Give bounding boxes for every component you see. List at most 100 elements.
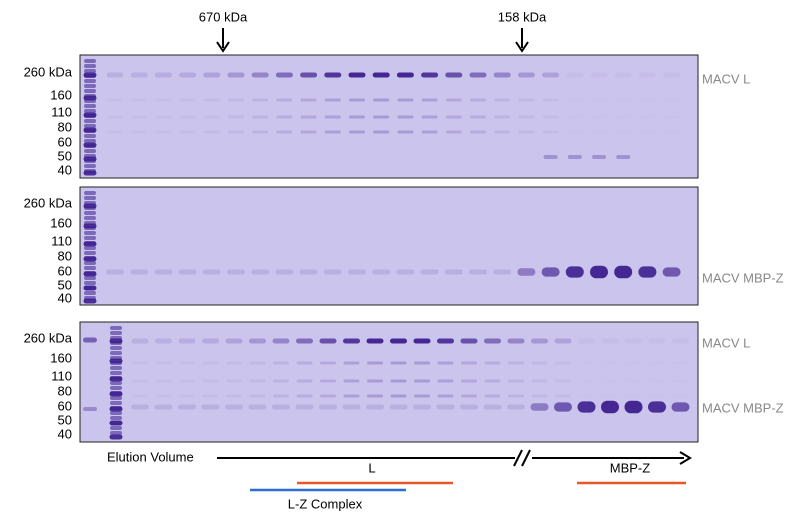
gel-band [84, 246, 96, 250]
gel-band [649, 362, 665, 365]
gel-band [602, 395, 618, 398]
gel-band [420, 269, 439, 275]
gel-band [397, 130, 414, 134]
gel-band [320, 394, 336, 398]
gel-band [106, 72, 124, 78]
gel-band [554, 338, 572, 344]
gel-band [83, 170, 97, 176]
gel-band [484, 379, 501, 383]
gel-band [180, 116, 196, 119]
gel [79, 321, 699, 443]
gel-band [390, 361, 407, 365]
gel-band [227, 72, 245, 78]
gel-band [445, 98, 462, 102]
gel-band [639, 99, 655, 102]
ladder-label: 160 [50, 350, 72, 365]
gel-band [83, 223, 97, 229]
gel-band [372, 269, 391, 275]
gel-band [83, 142, 97, 148]
gel-band [203, 98, 220, 102]
gel-band [110, 326, 122, 330]
gel-band [203, 380, 219, 383]
gel-band [507, 404, 525, 410]
range-label: L-Z Complex [288, 496, 363, 511]
gel-band [342, 404, 361, 410]
gel-band [84, 276, 96, 280]
gel-band [131, 131, 147, 134]
gel-band [228, 130, 244, 134]
gel-band [300, 130, 317, 134]
gel-band [84, 89, 96, 93]
gel-band [84, 149, 96, 153]
gel-band [300, 115, 317, 119]
gel-band [542, 98, 559, 102]
gel-band [494, 98, 511, 102]
gel-band [531, 338, 548, 344]
gel-band [155, 131, 171, 134]
gel-band [664, 131, 680, 134]
gel-band [664, 116, 680, 119]
ladder-label: 110 [51, 104, 72, 119]
ladder-label: 160 [50, 87, 72, 102]
gel-band [84, 119, 96, 123]
gel-band [131, 99, 147, 102]
band-label: MACV L [702, 335, 750, 350]
gel-band [577, 401, 596, 413]
gel-band [109, 391, 123, 397]
gel-band [349, 98, 365, 102]
gel-band [109, 406, 123, 412]
gel-band [555, 361, 571, 365]
gel-band [178, 338, 196, 344]
gel-band [445, 130, 462, 134]
gel-band [319, 338, 337, 344]
gel-band [179, 395, 195, 398]
gel-band [154, 269, 173, 275]
gel-band [508, 394, 524, 398]
gel-band [275, 269, 294, 275]
gel-band [110, 351, 122, 355]
gel-band [591, 73, 608, 78]
gel-band [83, 271, 97, 277]
gel-band [531, 394, 548, 398]
gel-band [626, 362, 642, 365]
gel-band [348, 72, 366, 78]
gel-band [390, 338, 407, 344]
gel-band [591, 131, 607, 134]
gel-band [201, 404, 220, 410]
gel-band [372, 72, 390, 78]
gel-band [531, 361, 548, 365]
ladder-label: 50 [58, 148, 72, 163]
axis-label: Elution Volume [107, 449, 194, 464]
gel-band [84, 291, 96, 295]
gel-band [543, 155, 558, 159]
gel-band [324, 130, 341, 134]
gel-band [84, 139, 96, 143]
gel-band [319, 404, 337, 410]
gel-band [83, 203, 97, 209]
ladder-label: 40 [58, 426, 72, 441]
gel-band [421, 72, 439, 78]
gel-band [649, 395, 665, 398]
gel-band [249, 338, 266, 344]
gel-band [555, 379, 571, 383]
gel-band [84, 266, 96, 270]
gel-band [203, 362, 219, 365]
gel-band [397, 115, 414, 119]
gel-band [275, 72, 293, 78]
gel-band [202, 269, 221, 275]
gel-band [83, 72, 97, 78]
gel-band [493, 72, 511, 78]
gel-band [273, 394, 289, 398]
gel-band [348, 269, 366, 275]
gel-band [421, 98, 438, 102]
gel-band [203, 115, 220, 119]
gel-band [300, 72, 318, 78]
band-label: MACV MBP-Z [702, 400, 784, 415]
gel-band [616, 155, 631, 159]
gel-band [228, 115, 244, 119]
ladder-label: 50 [58, 277, 72, 292]
gel-band [530, 403, 549, 411]
gel-band [84, 211, 96, 215]
gel-band [567, 131, 583, 134]
ladder-label: 160 [50, 215, 72, 230]
